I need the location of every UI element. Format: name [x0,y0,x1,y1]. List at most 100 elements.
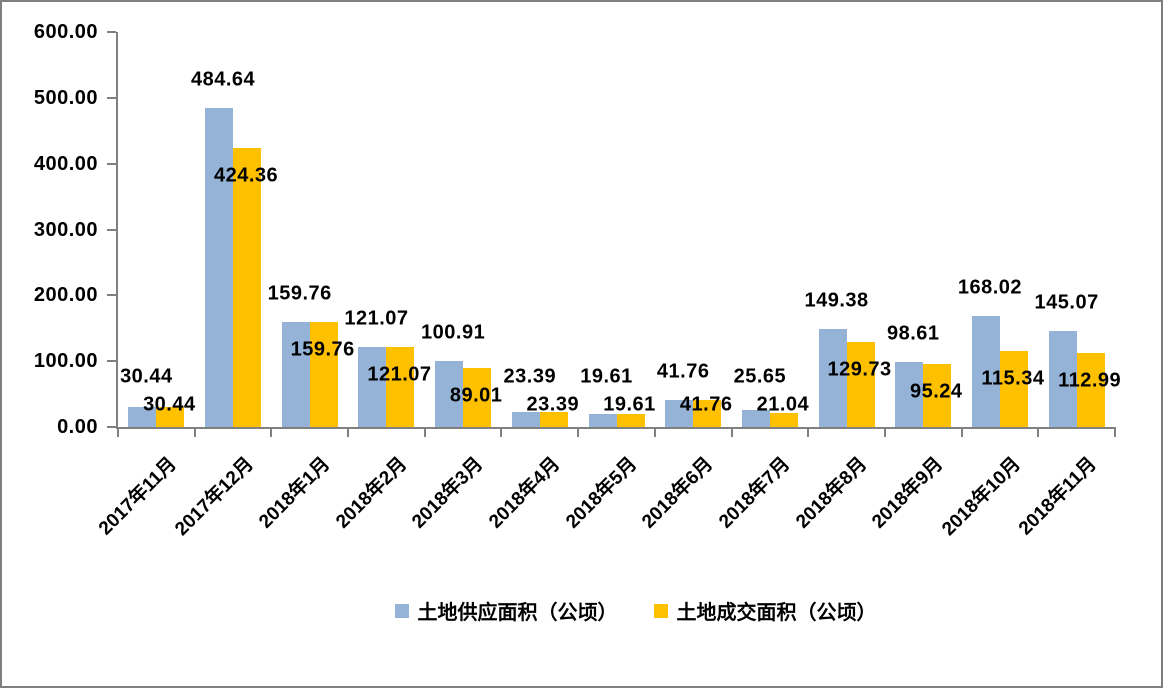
x-axis-category-label: 2018年2月 [331,453,411,533]
y-axis-tick [107,426,116,428]
bar-value-label-transaction: 159.76 [290,338,355,361]
bar-value-label-transaction: 30.44 [143,393,196,416]
x-axis-category-label: 2018年6月 [638,453,718,533]
bar-value-label-transaction: 89.01 [449,384,503,407]
bar-value-label-transaction: 121.07 [367,363,432,386]
x-axis-tick [1037,429,1040,437]
bar-value-label-supply: 23.39 [503,365,557,388]
legend-item-supply: 土地供应面积（公顷） [394,596,618,625]
bar-supply [665,399,694,427]
y-axis-line [116,32,118,429]
bar-value-label-supply: 484.64 [190,68,256,91]
x-axis-category-label: 2017年11月 [94,453,181,540]
bar-transaction [923,364,952,427]
bar-value-label-supply: 100.91 [421,321,486,344]
bar-transaction [156,406,185,427]
y-axis-tick [107,294,116,297]
bar-value-label-transaction: 112.99 [1058,369,1122,392]
x-axis-category-label: 2018年10月 [937,453,1025,541]
bar-value-label-supply: 121.07 [344,307,409,330]
x-axis-category-label: 2018年8月 [791,453,871,533]
bar-value-label-supply: 168.02 [957,276,1023,299]
bar-supply [281,321,310,427]
y-axis-tick-label: 100.00 [33,350,98,373]
bar-value-label-transaction: 115.34 [981,367,1045,390]
bar-supply [511,411,540,427]
bar-value-label-transaction: 21.04 [756,393,810,416]
bar-transaction [539,411,568,427]
bar-supply [588,414,617,427]
y-axis-tick [107,360,116,363]
x-axis-category-label: 2018年4月 [485,453,565,533]
x-axis-line [116,427,1116,429]
x-axis-category-label: 2017年12月 [170,453,258,541]
x-axis-category-label: 2018年7月 [715,453,795,533]
bar-supply [1048,331,1077,427]
bar-transaction [693,399,722,427]
legend-label-transaction: 土地成交面积（公顷） [676,602,877,624]
legend-swatch-transaction [653,603,668,618]
bar-value-label-supply: 19.61 [580,365,633,388]
x-axis-tick [193,429,196,437]
bar-supply [205,107,234,427]
y-axis-tick-label: 300.00 [33,218,98,241]
bar-transaction [999,351,1028,427]
bar-supply [818,328,847,427]
bar-transaction [386,347,415,427]
bar-supply [895,362,924,427]
bar-supply [971,316,1000,427]
x-axis-tick [730,429,733,437]
y-axis-tick-label: 400.00 [33,152,98,175]
bar-value-label-transaction: 19.61 [603,393,656,416]
x-axis-tick [807,429,810,437]
bar-transaction [463,368,492,427]
bar-value-label-supply: 145.07 [1034,291,1099,314]
x-axis-category-label: 2018年11月 [1015,453,1102,540]
bar-value-label-transaction: 41.76 [679,393,733,416]
x-axis-category-label: 2018年3月 [408,453,488,533]
y-axis-tick-label: 600.00 [33,21,98,43]
bar-transaction [616,414,645,427]
y-axis-tick-label: 0.00 [57,416,98,438]
x-axis-tick [500,429,503,437]
bar-value-label-supply: 30.44 [120,365,173,388]
x-axis-tick [117,429,119,437]
bar-value-label-transaction: 424.36 [213,164,279,187]
bar-supply [358,347,387,427]
y-axis-tick-label: 200.00 [33,284,98,307]
x-axis-tick [1114,429,1116,437]
bar-value-label-transaction: 129.73 [827,358,892,381]
legend: 土地供应面积（公顷） 土地成交面积（公顷） [110,596,1161,625]
x-axis-tick [423,429,426,437]
bar-value-label-supply: 159.76 [267,282,332,305]
bar-value-label-supply: 41.76 [656,360,710,382]
bar-value-label-transaction: 23.39 [526,393,580,416]
x-axis-tick [270,429,273,437]
bar-transaction [846,341,875,427]
legend-swatch-supply [394,603,409,618]
bar-supply [435,360,464,427]
x-axis-tick [883,429,886,437]
y-axis-tick-label: 500.00 [33,86,98,109]
y-axis-tick [107,31,116,33]
x-axis-tick [577,429,580,437]
x-axis-tick [960,429,963,437]
y-axis-tick [107,228,116,231]
x-axis-category-label: 2018年1月 [255,453,335,533]
bar-value-label-supply: 149.38 [804,289,869,312]
y-axis-tick [107,162,116,165]
y-axis-tick [107,96,116,99]
bar-value-label-transaction: 95.24 [909,380,963,403]
bar-value-label-supply: 98.61 [886,322,940,345]
bar-supply [741,410,770,427]
bar-transaction [769,413,798,427]
bar-supply [128,406,157,427]
bar-transaction [1076,352,1105,427]
bar-transaction [233,147,262,427]
x-axis-tick [653,429,656,437]
legend-item-transaction: 土地成交面积（公顷） [653,596,877,625]
x-axis-tick [347,429,350,437]
x-axis-category-label: 2018年5月 [561,453,641,533]
